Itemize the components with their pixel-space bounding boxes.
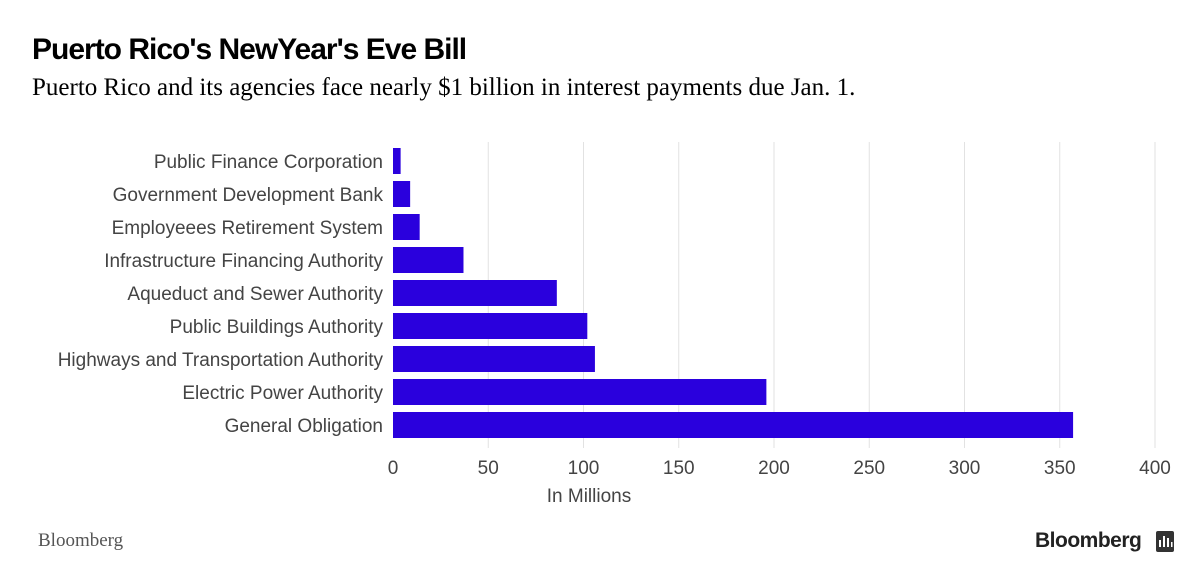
- x-tick-label: 400: [1139, 458, 1171, 479]
- bar: [393, 379, 767, 405]
- chart-title: Puerto Rico's NewYear's Eve Bill: [32, 33, 467, 66]
- x-tick-label: 250: [853, 458, 885, 479]
- category-label: Electric Power Authority: [182, 383, 383, 404]
- x-tick-label: 300: [949, 458, 981, 479]
- x-tick-label: 350: [1044, 458, 1076, 479]
- category-label: Public Buildings Authority: [170, 317, 384, 338]
- bar: [393, 313, 588, 339]
- x-tick-label: 200: [758, 458, 790, 479]
- category-label: Highways and Transportation Authority: [58, 350, 384, 371]
- category-label: Government Development Bank: [113, 185, 384, 206]
- x-tick-label: 50: [478, 458, 499, 479]
- category-label: Employeees Retirement System: [112, 218, 383, 239]
- x-axis-title: In Millions: [547, 486, 631, 507]
- bar: [393, 214, 420, 240]
- x-tick-label: 150: [663, 458, 695, 479]
- category-label: Infrastructure Financing Authority: [104, 251, 383, 272]
- bar: [393, 412, 1074, 438]
- category-label: Aqueduct and Sewer Authority: [127, 284, 383, 305]
- brand-logo-text: Bloomberg: [1035, 529, 1142, 552]
- bar: [393, 346, 595, 372]
- bar: [393, 280, 557, 306]
- bar: [393, 247, 464, 273]
- bloomberg-terminal-icon: [1156, 531, 1174, 552]
- category-label: General Obligation: [225, 416, 383, 437]
- bar: [393, 148, 401, 174]
- x-tick-label: 0: [388, 458, 399, 479]
- chart-subtitle: Puerto Rico and its agencies face nearly…: [32, 74, 856, 101]
- bar: [393, 181, 411, 207]
- source-label: Bloomberg: [38, 530, 124, 551]
- x-tick-label: 100: [568, 458, 600, 479]
- category-label: Public Finance Corporation: [154, 152, 383, 173]
